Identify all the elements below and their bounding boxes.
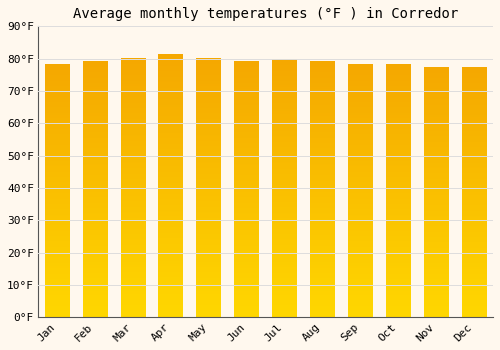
Title: Average monthly temperatures (°F ) in Corredor: Average monthly temperatures (°F ) in Co… (73, 7, 458, 21)
